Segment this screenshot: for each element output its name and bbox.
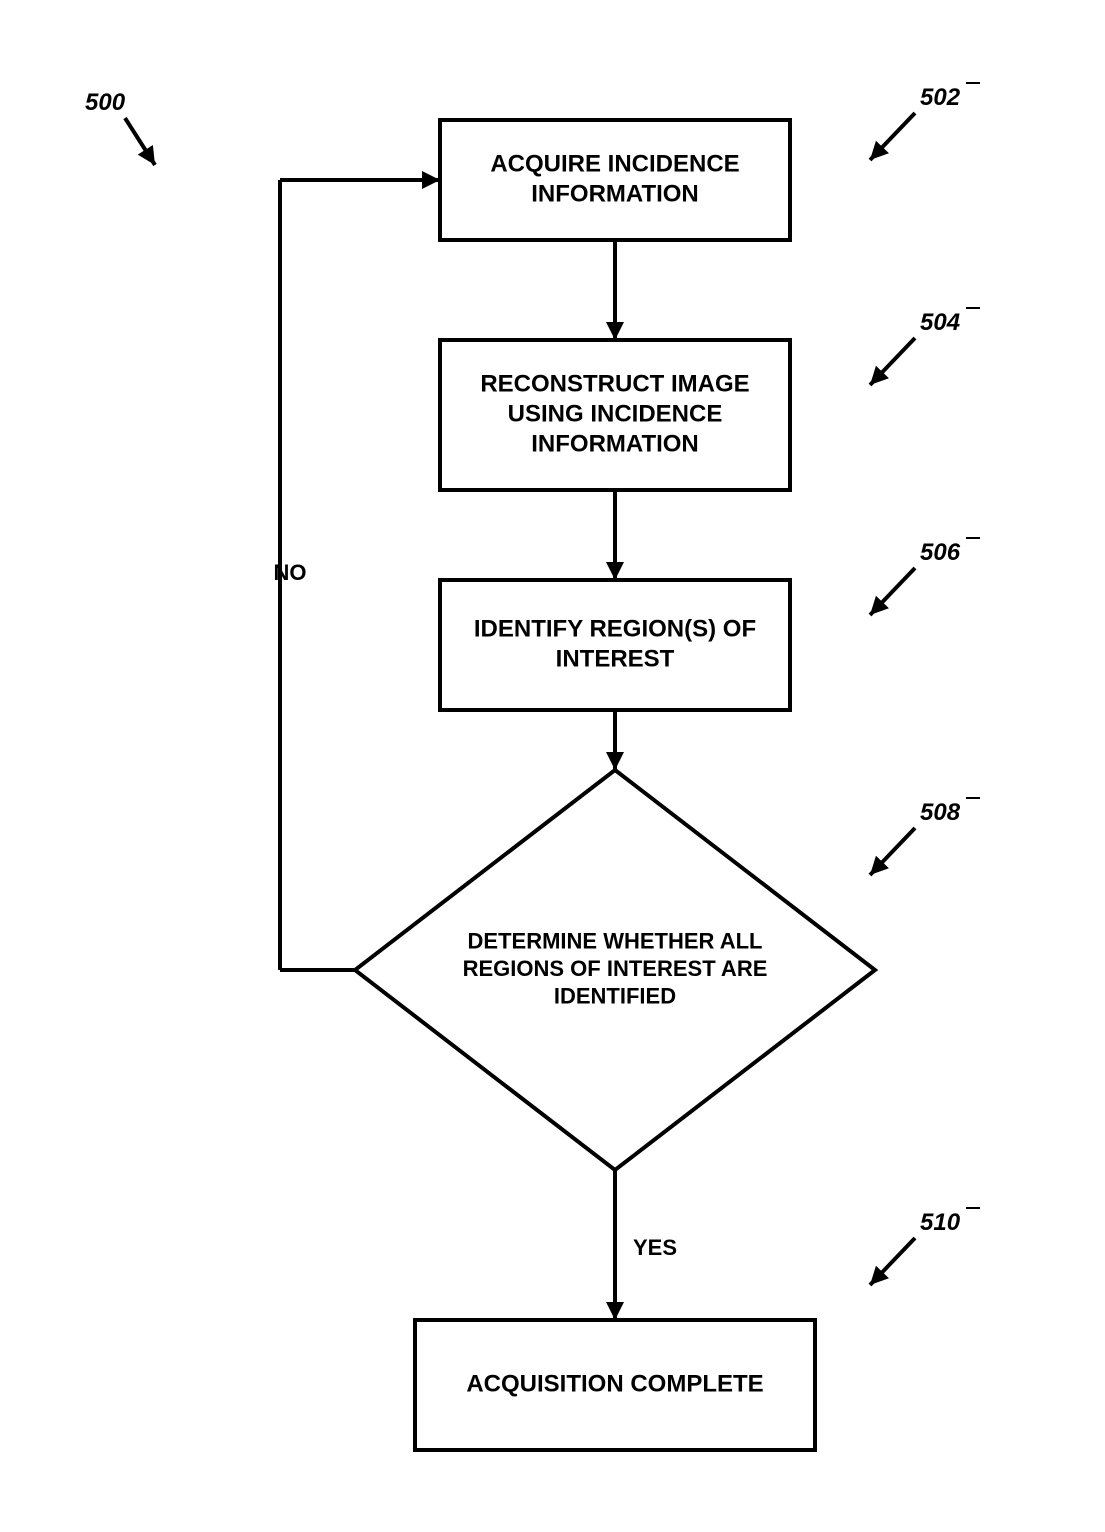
label-yes: YES bbox=[633, 1235, 677, 1260]
label-no: NO bbox=[274, 560, 307, 585]
svg-text:DETERMINE WHETHER ALL: DETERMINE WHETHER ALL bbox=[468, 928, 763, 953]
svg-text:USING INCIDENCE: USING INCIDENCE bbox=[508, 400, 723, 427]
ref-n508: 508 bbox=[920, 799, 961, 826]
svg-text:INFORMATION: INFORMATION bbox=[531, 180, 699, 207]
ref-n504: 504 bbox=[920, 309, 960, 336]
svg-text:IDENTIFIED: IDENTIFIED bbox=[554, 983, 676, 1008]
svg-text:ACQUISITION COMPLETE: ACQUISITION COMPLETE bbox=[466, 1370, 763, 1397]
svg-text:INTEREST: INTEREST bbox=[556, 645, 675, 672]
svg-text:ACQUIRE INCIDENCE: ACQUIRE INCIDENCE bbox=[490, 150, 739, 177]
ref-main: 500 bbox=[85, 89, 126, 116]
svg-text:REGIONS OF INTEREST ARE: REGIONS OF INTEREST ARE bbox=[463, 956, 768, 981]
svg-text:INFORMATION: INFORMATION bbox=[531, 430, 699, 457]
svg-text:IDENTIFY REGION(S) OF: IDENTIFY REGION(S) OF bbox=[474, 615, 756, 642]
ref-n506: 506 bbox=[920, 539, 961, 566]
svg-text:RECONSTRUCT IMAGE: RECONSTRUCT IMAGE bbox=[480, 370, 749, 397]
ref-n502: 502 bbox=[920, 84, 961, 111]
ref-n510: 510 bbox=[920, 1209, 961, 1236]
